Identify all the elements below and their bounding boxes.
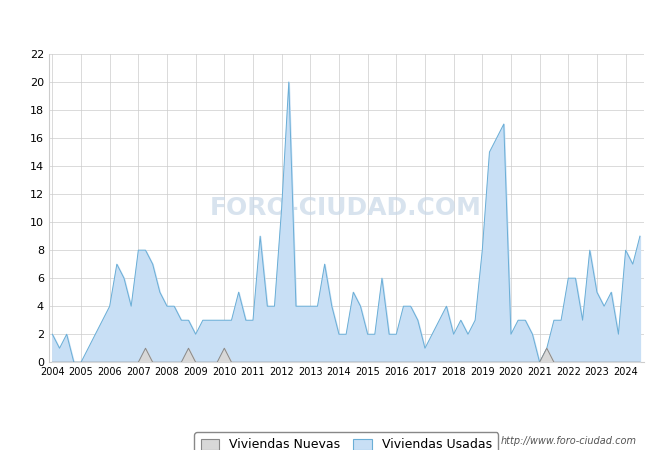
Text: http://www.foro-ciudad.com: http://www.foro-ciudad.com bbox=[501, 436, 637, 446]
Legend: Viviendas Nuevas, Viviendas Usadas: Viviendas Nuevas, Viviendas Usadas bbox=[194, 432, 498, 450]
Text: FORO-CIUDAD.COM: FORO-CIUDAD.COM bbox=[210, 196, 482, 220]
Text: Sabero - Evolucion del Nº de Transacciones Inmobiliarias: Sabero - Evolucion del Nº de Transaccion… bbox=[117, 16, 533, 31]
